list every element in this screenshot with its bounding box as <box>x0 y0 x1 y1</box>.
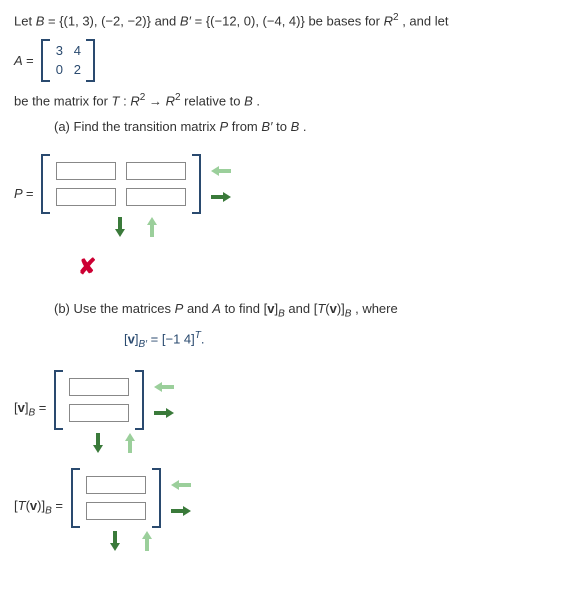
remove-row-icon[interactable] <box>142 220 162 234</box>
var-B: B <box>36 13 45 28</box>
txt: relative to <box>184 93 244 108</box>
sub-B: B <box>278 309 285 320</box>
arrow-txt: → <box>149 93 166 108</box>
var-Bp: B′ <box>261 119 272 134</box>
vB-answer-row: [v]B = <box>14 370 548 450</box>
matrix-input[interactable] <box>56 188 116 206</box>
col-arrows <box>171 478 191 518</box>
matrix-A-row: A = 3 4 0 2 <box>14 39 548 82</box>
var-R: R <box>384 13 393 28</box>
txt: = <box>151 331 162 346</box>
txt: to find <box>225 301 264 316</box>
vB-label: [v]B = <box>14 398 46 421</box>
matrix-input[interactable] <box>126 162 186 180</box>
matrix-input[interactable] <box>126 188 186 206</box>
row-arrows <box>88 436 140 450</box>
add-row-icon[interactable] <box>110 220 130 234</box>
vB: [v] <box>264 301 278 316</box>
given-line: [v]B′ = [−1 4]T. <box>124 328 548 352</box>
txt: , where <box>355 301 398 316</box>
col-arrows <box>154 380 174 420</box>
TvB: [T(v)] <box>314 301 345 316</box>
var-A: A <box>212 301 221 316</box>
var-T: T <box>112 93 120 108</box>
part-a-prompt: (a) Find the transition matrix P from B′… <box>54 117 548 137</box>
add-col-icon[interactable] <box>211 190 231 204</box>
add-col-icon[interactable] <box>154 406 174 420</box>
transform-line: be the matrix for T : R2 → R2 relative t… <box>14 90 548 111</box>
incorrect-icon: ✘ <box>78 250 548 283</box>
part-b-prompt: (b) Use the matrices P and A to find [v]… <box>54 299 548 322</box>
sup-2: 2 <box>393 12 399 23</box>
var-R: R <box>130 93 139 108</box>
var-A: A <box>14 53 22 68</box>
add-row-icon[interactable] <box>88 436 108 450</box>
txt: = {(1, 3), (−2, −2)} and <box>48 13 180 28</box>
txt: . <box>201 331 205 346</box>
val: [−1 4] <box>162 331 195 346</box>
var-P: P <box>175 301 184 316</box>
matrix-input[interactable] <box>56 162 116 180</box>
matrix-cell: 0 <box>54 60 64 80</box>
eq-sign: = <box>22 53 33 68</box>
row-arrows <box>110 220 162 234</box>
matrix-input[interactable] <box>69 404 129 422</box>
var-B: B <box>244 93 253 108</box>
matrix-cell: 3 <box>54 41 64 61</box>
matrix-input[interactable] <box>69 378 129 396</box>
remove-col-icon[interactable] <box>211 164 231 178</box>
remove-col-icon[interactable] <box>171 478 191 492</box>
var-Bprime: B′ <box>180 13 191 28</box>
input-matrix-vB <box>54 370 144 430</box>
col-arrows <box>211 164 231 204</box>
var-R: R <box>166 93 175 108</box>
add-col-icon[interactable] <box>171 504 191 518</box>
var-P: P <box>219 119 228 134</box>
matrix-input[interactable] <box>86 476 146 494</box>
input-matrix-P <box>41 154 201 214</box>
P-label: P = <box>14 184 33 204</box>
sub-Bp: B′ <box>138 339 147 350</box>
sup-2: 2 <box>140 92 146 103</box>
matrix-A: 3 4 0 2 <box>41 39 95 82</box>
matrix-input[interactable] <box>86 502 146 520</box>
sup-2: 2 <box>175 92 181 103</box>
TvB-answer-row: [T(v)]B = <box>14 468 548 548</box>
add-row-icon[interactable] <box>105 534 125 548</box>
matrix-cell: 2 <box>72 60 82 80</box>
txt: to <box>276 119 290 134</box>
txt: = {(−12, 0), (−4, 4)} be bases for <box>195 13 384 28</box>
txt: (a) Find the transition matrix <box>54 119 219 134</box>
txt: Let <box>14 13 36 28</box>
A-label: A = <box>14 51 33 71</box>
matrix-cell: 4 <box>72 41 82 61</box>
remove-row-icon[interactable] <box>120 436 140 450</box>
txt: (b) Use the matrices <box>54 301 175 316</box>
row-arrows <box>105 534 157 548</box>
var-B: B <box>291 119 300 134</box>
txt: , and let <box>402 13 448 28</box>
txt: . <box>256 93 260 108</box>
txt: . <box>303 119 307 134</box>
txt: be the matrix for <box>14 93 112 108</box>
remove-col-icon[interactable] <box>154 380 174 394</box>
P-answer-row: P = <box>14 154 548 234</box>
txt: and <box>288 301 313 316</box>
sub-B: B <box>345 309 352 320</box>
txt: from <box>232 119 262 134</box>
remove-row-icon[interactable] <box>137 534 157 548</box>
vBp: [v] <box>124 331 138 346</box>
txt: and <box>187 301 212 316</box>
intro-line: Let B = {(1, 3), (−2, −2)} and B′ = {(−1… <box>14 10 548 31</box>
input-matrix-TvB <box>71 468 161 528</box>
TvB-label: [T(v)]B = <box>14 496 63 519</box>
